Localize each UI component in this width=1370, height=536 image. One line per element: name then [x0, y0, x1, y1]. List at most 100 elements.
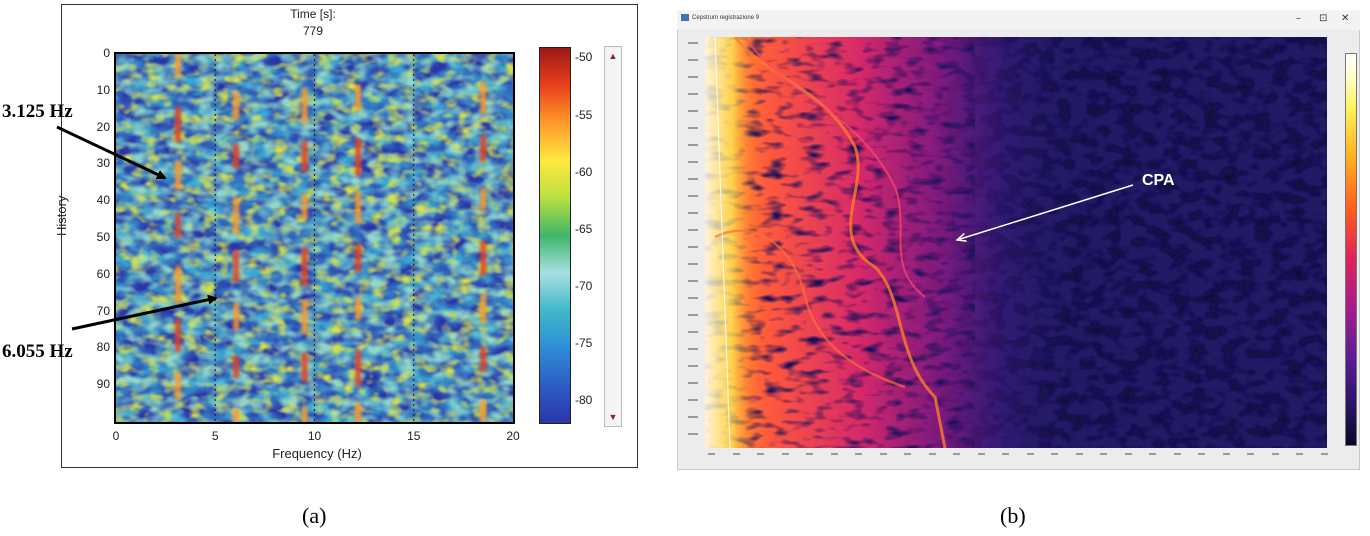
maximize-button[interactable]: ⊡: [1319, 13, 1328, 24]
b-y-tick-mark: [688, 229, 698, 231]
b-x-tick-mark: [1149, 453, 1156, 455]
ridge-segment: [233, 91, 240, 120]
x-tick-label: 15: [407, 429, 421, 443]
y-tick-label: 0: [103, 46, 110, 60]
ridge-segment: [480, 241, 487, 276]
b-x-tick-mark: [1198, 453, 1205, 455]
b-x-tick-mark: [1026, 453, 1034, 455]
ridge-segment: [175, 372, 182, 400]
b-x-tick-mark: [928, 453, 936, 455]
colorbar-tick-label: -55: [575, 107, 593, 122]
colorbar-tick-label: -65: [575, 221, 593, 236]
b-y-tick-mark: [688, 433, 698, 435]
b-x-tick-mark: [977, 453, 985, 455]
annotation-3125hz: 3.125 Hz: [2, 101, 73, 122]
b-x-tick-mark: [1100, 453, 1107, 455]
b-y-tick-mark: [688, 42, 698, 44]
y-tick-label: 40: [96, 193, 110, 208]
scroll-up-arrow-icon[interactable]: ▲: [608, 51, 618, 61]
ridge-segment: [355, 138, 362, 176]
ridge-segment: [233, 144, 240, 168]
b-x-tick-mark: [1247, 453, 1254, 455]
b-x-tick-mark: [879, 453, 887, 455]
ridge-segment: [480, 294, 487, 324]
b-x-tick-mark: [1222, 453, 1230, 455]
arrow-cpa: [957, 184, 1134, 240]
colorbar-b: [1345, 53, 1357, 446]
ridge-segment: [175, 54, 182, 76]
y-tick-label: 70: [96, 303, 110, 318]
x-axis-label: Frequency (Hz): [272, 446, 362, 461]
b-y-tick-mark: [688, 416, 698, 418]
ridge-segment: [301, 247, 308, 286]
b-y-tick-mark: [688, 76, 698, 78]
scrollbar[interactable]: ▲ ▼: [604, 46, 622, 427]
y-tick-label: 90: [96, 377, 110, 392]
cpa-arrow: [0, 184, 1134, 480]
y-tick-label: 20: [96, 119, 110, 134]
b-y-tick-mark: [688, 178, 698, 180]
ridge-segment: [480, 135, 487, 162]
b-x-tick-mark: [732, 453, 740, 455]
b-y-tick-mark: [688, 161, 698, 163]
b-y-tick-mark: [688, 331, 698, 333]
ridge-segment: [355, 297, 362, 320]
ridge-segment: [480, 82, 487, 114]
ridge-segment: [301, 194, 308, 220]
ridge-segment: [355, 403, 362, 422]
b-x-tick-mark: [1051, 453, 1058, 455]
ridge-segment: [355, 85, 362, 110]
colorbar-tick-label: -75: [575, 336, 593, 351]
b-x-tick-mark: [830, 453, 838, 455]
scroll-down-arrow-icon[interactable]: ▼: [608, 412, 618, 422]
ridge-segment: [233, 356, 240, 378]
b-x-tick-mark: [953, 453, 960, 455]
b-x-tick-mark: [1173, 453, 1181, 455]
x-tick-label: 10: [307, 429, 322, 443]
colorbar-tick-label: -60: [575, 164, 593, 179]
b-x-tick-mark: [781, 453, 789, 455]
b-x-tick-mark: [1296, 453, 1303, 455]
app-icon: [681, 14, 689, 21]
b-y-tick-mark: [688, 195, 698, 197]
arrow-3125hz: [56, 125, 167, 180]
ridge-segment: [233, 409, 240, 422]
b-y-tick-mark: [688, 314, 698, 316]
colorbar-a: [539, 47, 571, 424]
x-tick-label: 0: [112, 429, 120, 443]
x-tick-label: 5: [211, 429, 219, 443]
ridge-segment: [301, 406, 308, 422]
spectrogram-plot: [114, 52, 515, 424]
b-y-tick-mark: [688, 365, 698, 367]
annotation-6055hz: 6.055 Hz: [2, 341, 73, 362]
ridge-segment: [355, 191, 362, 224]
x-tick-label: 20: [506, 429, 520, 443]
b-x-tick-mark: [1320, 453, 1328, 455]
b-y-tick-mark: [688, 127, 698, 129]
ridge-segment: [301, 141, 308, 172]
b-x-tick-mark: [1002, 453, 1009, 455]
ridge-segment: [301, 88, 308, 124]
b-y-tick-mark: [688, 280, 698, 282]
b-y-tick-mark: [688, 348, 698, 350]
window-title: Cepstrum registrazione 9: [692, 15, 760, 21]
ridge-segment: [233, 250, 240, 282]
b-y-tick-mark: [688, 59, 698, 61]
minimize-button[interactable]: –: [1296, 13, 1301, 24]
cepstrum-plot: [705, 37, 1327, 448]
colorbar-tick-label: -70: [575, 278, 593, 293]
ridge-segment: [175, 266, 182, 304]
close-button[interactable]: ✕: [1341, 13, 1350, 24]
b-x-tick-mark: [1124, 453, 1132, 455]
ridge-segment: [355, 244, 362, 272]
b-y-tick-mark: [688, 93, 698, 95]
b-x-tick-mark: [855, 453, 862, 455]
ridge-segment: [480, 400, 487, 422]
ridge-segment: [301, 353, 308, 382]
window-titlebar: [677, 10, 1360, 30]
b-x-tick-mark: [904, 453, 911, 455]
colorbar-tick-label: -80: [575, 393, 593, 408]
y-tick-label: 30: [96, 156, 110, 171]
ridge-segment: [233, 197, 240, 234]
ridge-segment: [175, 107, 182, 142]
